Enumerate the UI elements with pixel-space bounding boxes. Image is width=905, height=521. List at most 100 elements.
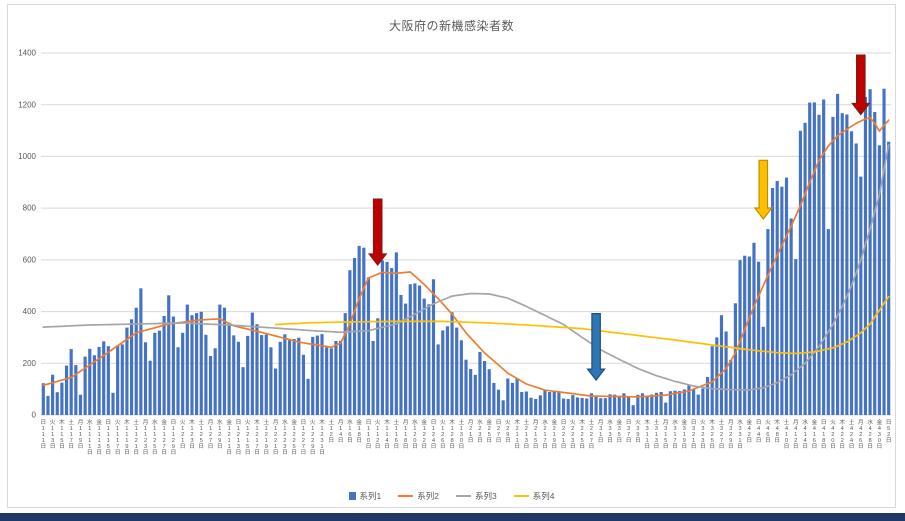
bar[interactable] <box>185 304 189 415</box>
bar[interactable] <box>195 313 199 415</box>
bar[interactable] <box>515 378 519 416</box>
bar[interactable] <box>571 395 575 415</box>
bar[interactable] <box>613 394 617 415</box>
bar[interactable] <box>83 356 87 415</box>
bar[interactable] <box>134 307 138 415</box>
bar[interactable] <box>97 347 101 415</box>
bar[interactable] <box>250 312 254 415</box>
bar[interactable] <box>320 334 324 415</box>
bar[interactable] <box>868 89 872 415</box>
bar[interactable] <box>780 186 784 415</box>
bar[interactable] <box>798 130 803 416</box>
bar[interactable] <box>561 398 566 416</box>
bar[interactable] <box>487 369 491 415</box>
bar[interactable] <box>213 348 217 415</box>
bar[interactable] <box>849 131 854 416</box>
bar[interactable] <box>325 347 329 415</box>
bar[interactable] <box>371 341 375 415</box>
bar[interactable] <box>431 279 436 416</box>
bar[interactable] <box>450 312 454 415</box>
bar[interactable] <box>236 341 240 415</box>
legend-item-series1[interactable]: 系列1 <box>348 490 381 502</box>
bar[interactable] <box>668 391 672 415</box>
bar[interactable] <box>724 331 728 416</box>
bar[interactable] <box>51 374 55 415</box>
bar[interactable] <box>232 335 236 415</box>
bar[interactable] <box>529 397 533 415</box>
bar[interactable] <box>125 327 129 415</box>
bar[interactable] <box>752 242 756 415</box>
legend-item-series3[interactable]: 系列3 <box>456 490 497 502</box>
bar[interactable] <box>478 351 482 415</box>
line-系列3[interactable] <box>42 143 890 391</box>
bar[interactable] <box>469 369 473 415</box>
bar[interactable] <box>78 394 83 415</box>
bar[interactable] <box>729 359 733 415</box>
bar[interactable] <box>747 256 751 416</box>
bar[interactable] <box>608 394 612 415</box>
bar[interactable] <box>664 402 668 415</box>
bar[interactable] <box>836 93 840 416</box>
bar[interactable] <box>190 315 194 415</box>
bar[interactable] <box>241 367 245 415</box>
bar[interactable] <box>501 400 505 415</box>
bar[interactable] <box>297 337 301 415</box>
bar[interactable] <box>654 392 659 415</box>
bar[interactable] <box>594 395 598 415</box>
bar[interactable] <box>520 392 524 415</box>
bar[interactable] <box>287 340 292 415</box>
bar[interactable] <box>761 326 765 415</box>
bar[interactable] <box>659 392 663 415</box>
bar[interactable] <box>129 319 134 415</box>
bar[interactable] <box>116 345 120 415</box>
bar[interactable] <box>622 393 626 415</box>
bar[interactable] <box>552 391 556 416</box>
bar[interactable] <box>218 304 222 415</box>
bar[interactable] <box>575 397 580 415</box>
bar[interactable] <box>394 252 398 415</box>
bar[interactable] <box>492 382 496 415</box>
bar[interactable] <box>74 365 78 415</box>
bar[interactable] <box>459 340 463 415</box>
bar[interactable] <box>705 377 710 415</box>
bar[interactable] <box>812 102 816 416</box>
bar[interactable] <box>877 145 881 416</box>
yellow-arrow-early-april[interactable] <box>753 159 774 220</box>
bar[interactable] <box>863 97 868 415</box>
bar[interactable] <box>246 335 250 415</box>
bar[interactable] <box>260 335 264 415</box>
bar[interactable] <box>784 177 789 415</box>
bar[interactable] <box>473 374 477 415</box>
bar[interactable] <box>343 313 347 415</box>
bar[interactable] <box>269 347 273 415</box>
bar[interactable] <box>55 392 59 415</box>
bar[interactable] <box>822 99 826 416</box>
bar[interactable] <box>41 383 45 415</box>
bar[interactable] <box>441 330 445 415</box>
bar[interactable] <box>352 258 357 415</box>
bar[interactable] <box>348 270 352 415</box>
bar[interactable] <box>826 229 830 415</box>
chart-area[interactable]: 大阪府の新機感染者数 0 200 400 600 800 1000 1200 1400 日 1 1 1… <box>7 4 896 508</box>
bar[interactable] <box>315 335 319 415</box>
bar[interactable] <box>831 116 835 416</box>
bar[interactable] <box>631 405 635 415</box>
bar[interactable] <box>339 340 343 415</box>
bar[interactable] <box>376 318 380 415</box>
bar[interactable] <box>255 324 259 415</box>
bar[interactable] <box>580 397 584 415</box>
bar[interactable] <box>408 284 412 415</box>
bar[interactable] <box>845 114 849 416</box>
bar[interactable] <box>882 88 886 415</box>
bar[interactable] <box>199 311 203 415</box>
bar[interactable] <box>524 391 528 416</box>
bar[interactable] <box>106 346 110 415</box>
bar[interactable] <box>701 388 705 415</box>
bar[interactable] <box>399 295 403 415</box>
bar[interactable] <box>510 382 515 415</box>
bar[interactable] <box>92 355 96 415</box>
bar[interactable] <box>455 327 459 415</box>
bar[interactable] <box>176 347 180 415</box>
red-arrow-late-april[interactable] <box>851 54 871 116</box>
bar[interactable] <box>222 307 227 415</box>
